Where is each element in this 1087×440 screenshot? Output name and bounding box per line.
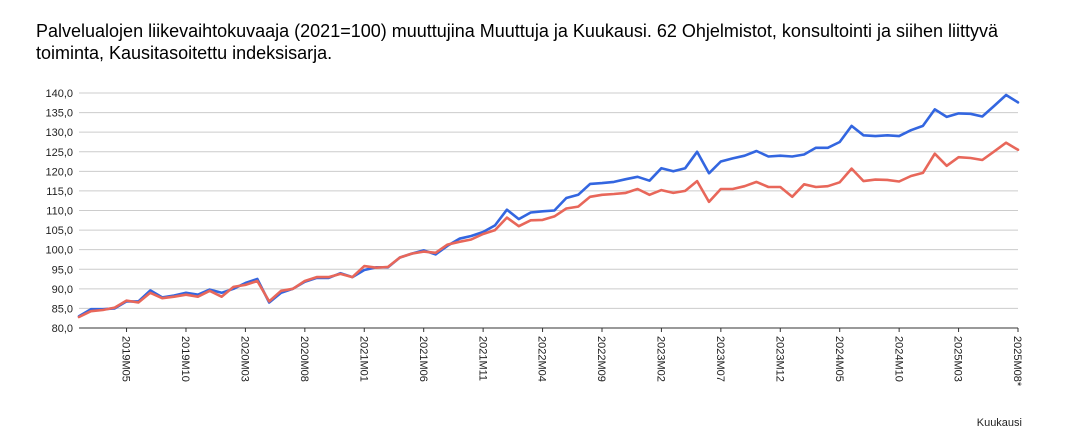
chart-title: Palvelualojen liikevaihtokuvaaja (2021=1… xyxy=(36,21,999,63)
x-tick-label: 2023M07 xyxy=(714,336,726,382)
x-tick-label: 2020M08 xyxy=(298,336,310,382)
x-tick-label: 2024M05 xyxy=(833,336,845,382)
x-tick-label: 2020M03 xyxy=(239,336,251,382)
y-tick-label: 85,0 xyxy=(52,303,73,315)
x-tick-label: 2025M08* xyxy=(1011,336,1023,387)
x-tick-label: 2019M05 xyxy=(120,336,132,382)
y-tick-label: 100,0 xyxy=(45,245,73,257)
y-tick-label: 120,0 xyxy=(45,166,73,178)
x-tick-label: 2021M01 xyxy=(357,336,369,382)
x-tick-label: 2022M04 xyxy=(536,336,548,382)
y-tick-label: 130,0 xyxy=(45,127,73,139)
x-tick-label: 2023M12 xyxy=(773,336,785,382)
x-tick-label: 2024M10 xyxy=(892,336,904,382)
y-tick-label: 90,0 xyxy=(52,284,73,296)
series-lines xyxy=(77,93,1020,319)
x-tick-label: 2021M11 xyxy=(476,336,488,381)
y-tick-label: 80,0 xyxy=(52,323,73,335)
y-tick-label: 140,0 xyxy=(45,88,73,100)
y-axis: 80,0 85,0 90,0 95,0 100,0 105,0 110,0 115,0 120,… xyxy=(45,88,73,335)
series-line xyxy=(77,141,1020,319)
y-tick-label: 95,0 xyxy=(52,264,73,276)
y-tick-label: 125,0 xyxy=(45,147,73,159)
x-tick-label: 2019M10 xyxy=(179,336,191,382)
x-tick-label: 2021M06 xyxy=(417,336,429,382)
y-tick-label: 110,0 xyxy=(46,206,73,218)
y-tick-label: 105,0 xyxy=(45,225,73,237)
y-tick-label: 135,0 xyxy=(45,108,73,120)
series-line xyxy=(77,93,1020,318)
x-axis-title: Kuukausi xyxy=(977,417,1022,429)
y-tick-label: 115,0 xyxy=(46,186,73,198)
x-axis: 2019M05 2019M10 2020M03 2020M08 2021M01 2021M… xyxy=(120,328,1023,387)
x-tick-label: 2023M02 xyxy=(655,336,667,382)
x-tick-label: 2025M03 xyxy=(952,336,964,382)
x-tick-label: 2022M09 xyxy=(595,336,607,382)
